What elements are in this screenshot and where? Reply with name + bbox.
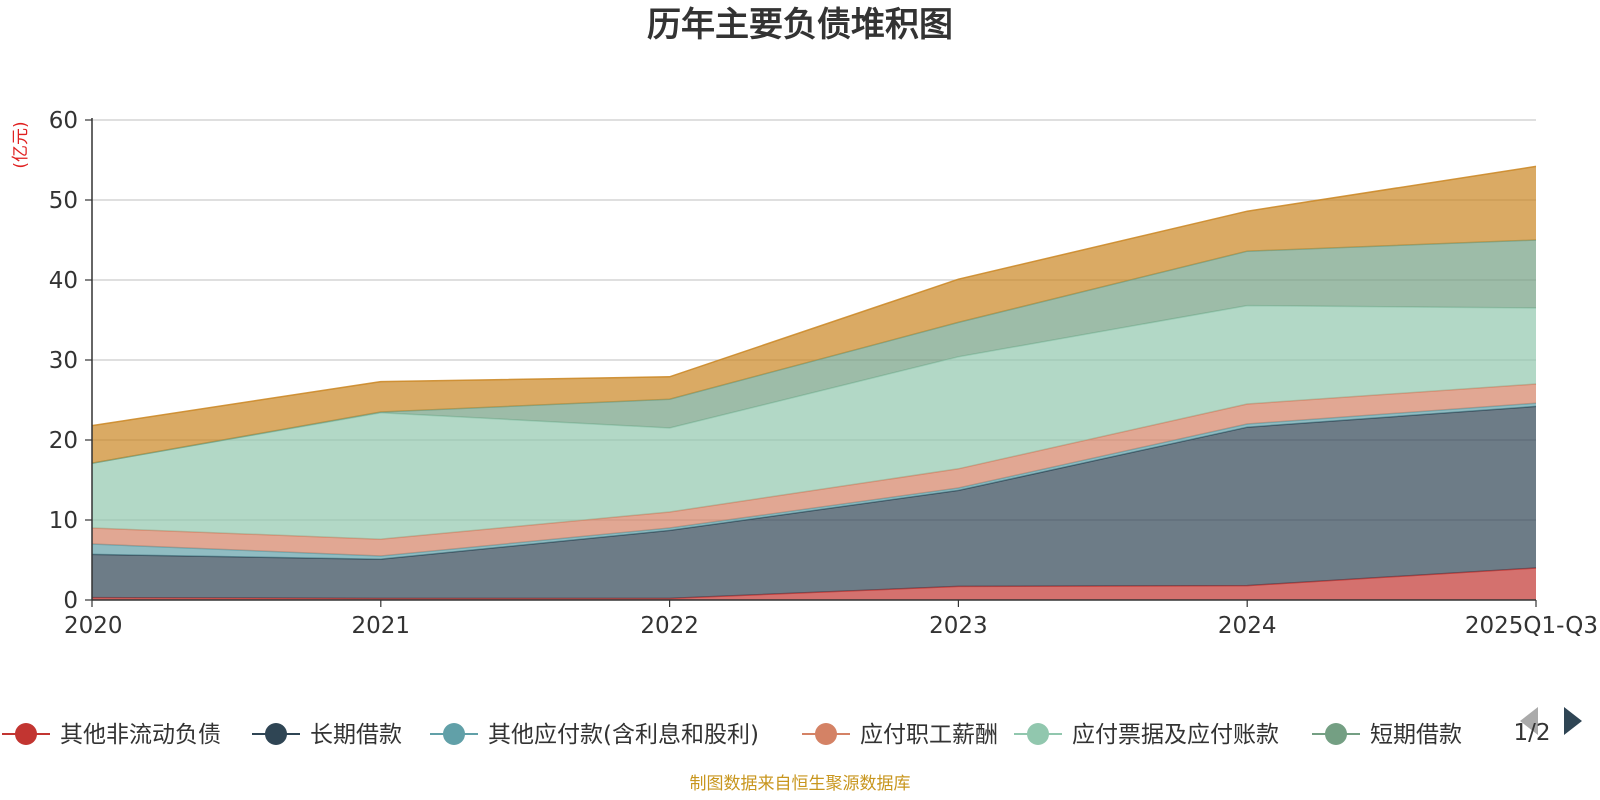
area-series-0[interactable] <box>92 568 1536 600</box>
legend-item-1[interactable]: 长期借款 <box>252 722 402 748</box>
x-tick-label-5: 2025Q1-Q3 <box>1465 613 1598 639</box>
legend-circle-marker <box>443 723 465 745</box>
legend-item-0[interactable]: 其他非流动负债 <box>2 722 221 748</box>
x-tick-label-4: 2024 <box>1218 613 1277 639</box>
line-series-6 <box>91 165 1537 427</box>
legend-label: 应付职工薪酬 <box>860 722 998 748</box>
x-tick-label-3: 2023 <box>929 613 988 639</box>
y-tick-label-20: 20 <box>49 428 78 454</box>
x-axis-tick-labels: 2020 2021 2022 2023 2024 2025Q1-Q3 <box>64 600 1598 639</box>
y-tick-label-30: 30 <box>49 348 78 374</box>
legend-label: 应付票据及应付账款 <box>1072 722 1279 748</box>
y-axis-tick-labels: 0 10 20 30 40 50 60 <box>49 108 92 614</box>
legend-item-3[interactable]: 应付职工薪酬 <box>802 722 998 748</box>
legend-item-2[interactable]: 其他应付款(含利息和股利) <box>430 722 759 748</box>
y-tick-label-50: 50 <box>49 188 78 214</box>
legend-label: 其他非流动负债 <box>60 722 221 748</box>
legend-circle-marker <box>1325 723 1347 745</box>
legend: 其他非流动负债 长期借款 其他应付款(含利息和股利) 应付职工薪酬 应付票据及应付账款 短… <box>2 722 1462 748</box>
y-tick-label-60: 60 <box>49 108 78 134</box>
x-tick-label-0: 2020 <box>64 613 123 639</box>
x-tick-label-1: 2021 <box>352 613 411 639</box>
area-series-6[interactable] <box>92 166 1536 464</box>
legend-item-5[interactable]: 短期借款 <box>1312 722 1462 748</box>
area-series-4[interactable] <box>92 305 1536 540</box>
area-series-1[interactable] <box>92 406 1536 599</box>
area-series-3[interactable] <box>92 384 1536 556</box>
x-tick-label-2: 2022 <box>640 613 699 639</box>
legend-pager: 1/2 <box>1513 707 1582 746</box>
legend-label: 其他应付款(含利息和股利) <box>488 722 759 748</box>
area-series-layer <box>91 165 1537 600</box>
legend-circle-marker <box>265 723 287 745</box>
y-tick-label-40: 40 <box>49 268 78 294</box>
area-series-5[interactable] <box>92 240 1536 464</box>
legend-label: 长期借款 <box>310 722 402 748</box>
chart-title: 历年主要负债堆积图 <box>647 5 953 45</box>
legend-page-indicator: 1/2 <box>1513 720 1550 746</box>
legend-label: 短期借款 <box>1370 722 1462 748</box>
legend-item-4[interactable]: 应付票据及应付账款 <box>1014 722 1279 748</box>
y-tick-label-0: 0 <box>63 588 78 614</box>
legend-circle-marker <box>1027 723 1049 745</box>
data-source-note: 制图数据来自恒生聚源数据库 <box>690 774 911 794</box>
legend-prev-arrow-icon[interactable] <box>1520 707 1538 735</box>
legend-next-arrow-icon[interactable] <box>1564 707 1582 735</box>
y-axis-unit-label: (亿元) <box>11 121 31 168</box>
area-series-2[interactable] <box>92 403 1536 560</box>
legend-circle-marker <box>15 723 37 745</box>
y-tick-label-10: 10 <box>49 508 78 534</box>
legend-circle-marker <box>815 723 837 745</box>
